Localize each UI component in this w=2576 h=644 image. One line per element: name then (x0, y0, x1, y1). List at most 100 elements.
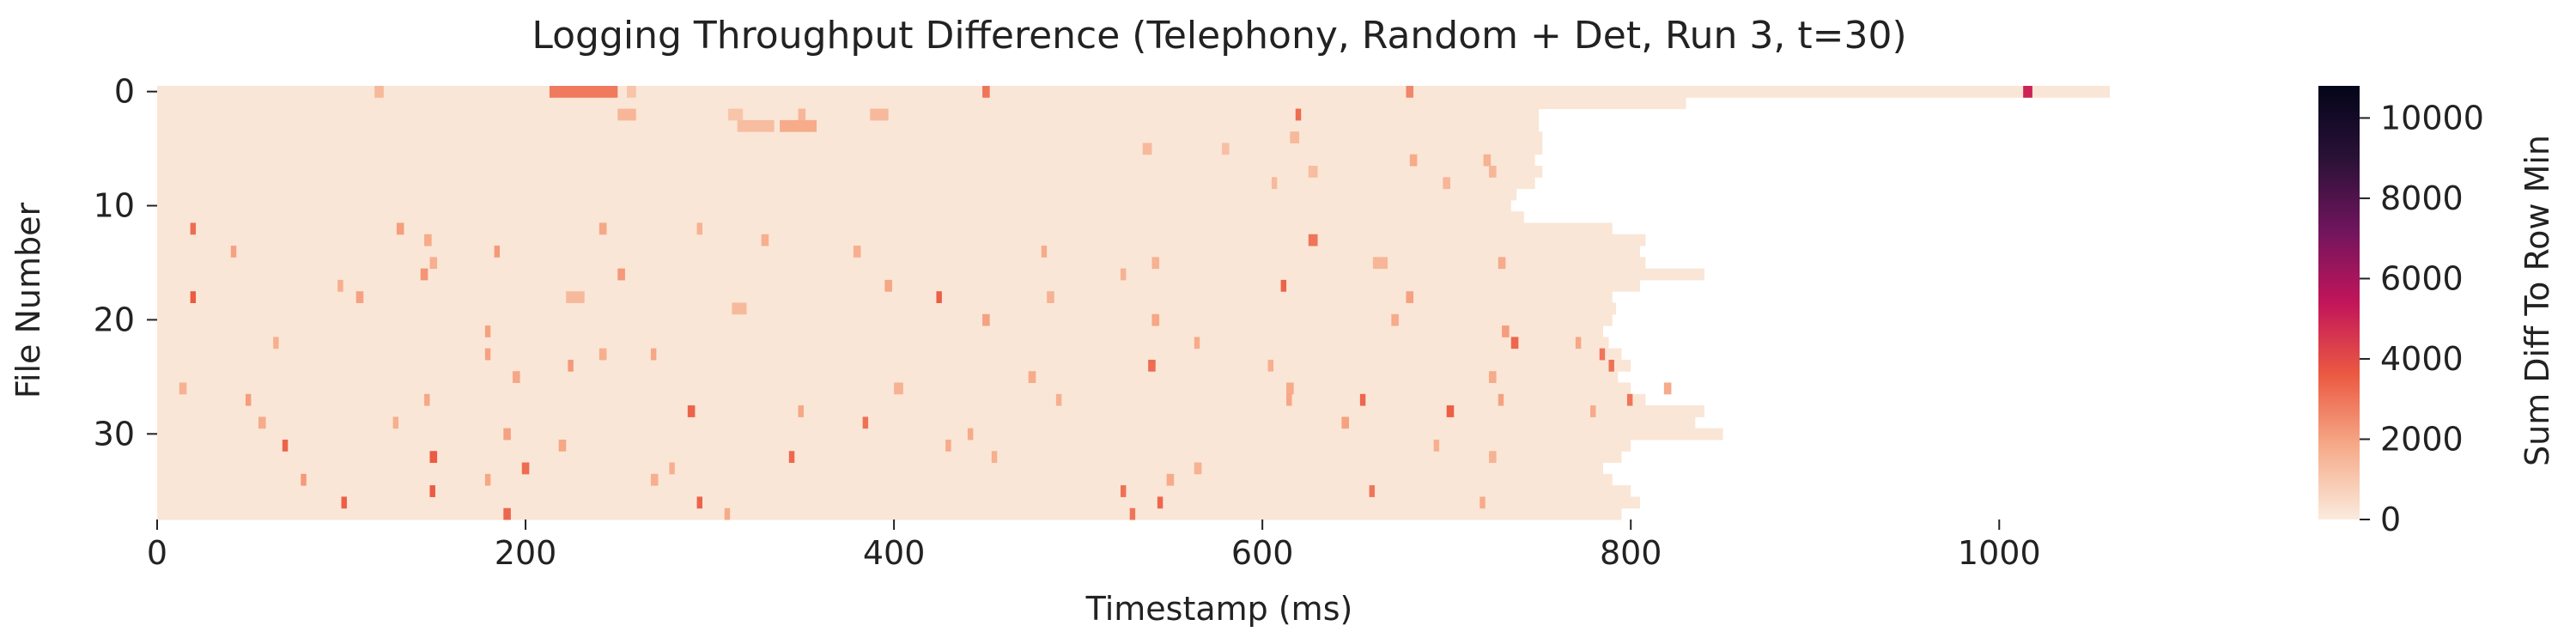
colorbar-tick-label: 6000 (2380, 259, 2464, 297)
heatmap-cell (1120, 268, 1127, 281)
heatmap-cell (429, 485, 435, 497)
heatmap-cell (650, 473, 659, 486)
heatmap-cell (1341, 416, 1349, 429)
heatmap-cell (798, 108, 806, 121)
heatmap-cell (650, 348, 657, 361)
heatmap-cell (1502, 325, 1510, 337)
heatmap-cell (1372, 257, 1388, 270)
heatmap-cell (1267, 359, 1274, 372)
heatmap-cell (1369, 485, 1376, 497)
heatmap-row (157, 222, 1613, 235)
heatmap-cell (424, 393, 430, 406)
heatmap-cell (617, 108, 636, 121)
heatmap-cell (853, 246, 861, 258)
heatmap-row (157, 211, 1524, 223)
heatmap-cell (1498, 393, 1504, 406)
heatmap-cell (728, 108, 744, 121)
heatmap-cell (780, 119, 817, 132)
heatmap-cell (273, 337, 279, 349)
heatmap-row (157, 199, 1511, 212)
heatmap-cell (617, 268, 625, 281)
heatmap-cell (1295, 108, 1302, 121)
heatmap-cell (1129, 507, 1136, 520)
heatmap-row (157, 234, 1646, 246)
heatmap-row (157, 428, 1723, 440)
heatmap-row (157, 313, 1613, 326)
heatmap-row (157, 177, 1535, 190)
heatmap-cell (598, 348, 607, 361)
heatmap-row (157, 393, 1646, 406)
heatmap-cell (301, 473, 307, 486)
heatmap-cell (1194, 462, 1202, 475)
heatmap-cell (788, 451, 795, 464)
colorbar (2318, 86, 2360, 519)
hotspot-layer (179, 86, 2032, 520)
heatmap-cell (179, 382, 187, 395)
x-axis: 0 200 400 600 800 1000 (147, 519, 2041, 572)
heatmap-row (157, 131, 1543, 143)
heatmap-cell (337, 279, 343, 292)
y-axis: 0 10 20 30 (94, 73, 157, 453)
heatmap-row (157, 119, 1539, 132)
heatmap-cell (884, 279, 892, 292)
heatmap-cell (1271, 177, 1278, 190)
heatmap-cell (1142, 143, 1152, 155)
heatmap-cell (1498, 257, 1506, 270)
heatmap-cell (1280, 279, 1287, 292)
heatmap-cell (392, 416, 399, 429)
heatmap-cell (1489, 451, 1497, 464)
heatmap-cell (521, 462, 530, 475)
heatmap-cell (1608, 359, 1614, 372)
heatmap-row (157, 451, 1622, 464)
colorbar-tick-label: 4000 (2380, 340, 2464, 378)
heatmap-cell (991, 451, 998, 464)
heatmap-cell (1575, 337, 1582, 349)
heatmap-cell (420, 268, 428, 281)
heatmap-cell (429, 451, 438, 464)
heatmap-row (157, 188, 1517, 201)
heatmap-cell (1290, 131, 1300, 143)
heatmap-cell (1151, 257, 1160, 270)
x-tick-label: 600 (1231, 534, 1294, 572)
heatmap-row (157, 97, 1686, 110)
heatmap-cell (1446, 405, 1455, 417)
heatmap-cell (936, 291, 942, 303)
heatmap-cell (1391, 313, 1399, 326)
colorbar-tick-label: 10000 (2380, 99, 2484, 137)
heatmap-row (157, 462, 1604, 475)
colorbar-tick-label: 8000 (2380, 179, 2464, 217)
x-tick-label: 800 (1600, 534, 1662, 572)
heatmap-cell (1151, 313, 1160, 326)
heatmap-row (157, 302, 1617, 315)
heatmap-row (157, 348, 1622, 361)
heatmap-cell (484, 348, 491, 361)
heatmap-cell (1157, 496, 1163, 509)
heatmap-grid (157, 86, 2110, 520)
heatmap-cell (1489, 371, 1497, 384)
heatmap-cell (503, 428, 511, 440)
heatmap-cell (967, 428, 974, 440)
heatmap-cell (1406, 86, 1414, 98)
y-tick-label: 20 (94, 301, 135, 338)
heatmap-cell (1047, 291, 1054, 303)
heatmap-cell (503, 507, 511, 520)
heatmap-row (157, 507, 1622, 520)
heatmap-cell (1055, 393, 1062, 406)
x-tick-label: 200 (495, 534, 557, 572)
heatmap-cell (1483, 154, 1492, 167)
heatmap-cell (669, 462, 675, 475)
colorbar-tick-label: 0 (2380, 501, 2401, 538)
heatmap-cell (1028, 371, 1036, 384)
colorbar-label: Sum Diff To Row Min (2518, 135, 2556, 466)
heatmap-cell (1510, 337, 1519, 349)
heatmap-cell (1663, 382, 1672, 395)
heatmap-cell (549, 86, 618, 98)
heatmap-row (157, 86, 2110, 98)
heatmap-cell (484, 325, 491, 337)
heatmap-cell (355, 291, 364, 303)
heatmap-row (157, 416, 1696, 429)
heatmap-cell (696, 496, 703, 509)
heatmap-cell (1479, 496, 1485, 509)
heatmap-cell (1443, 177, 1450, 190)
heatmap-cell (558, 439, 567, 452)
